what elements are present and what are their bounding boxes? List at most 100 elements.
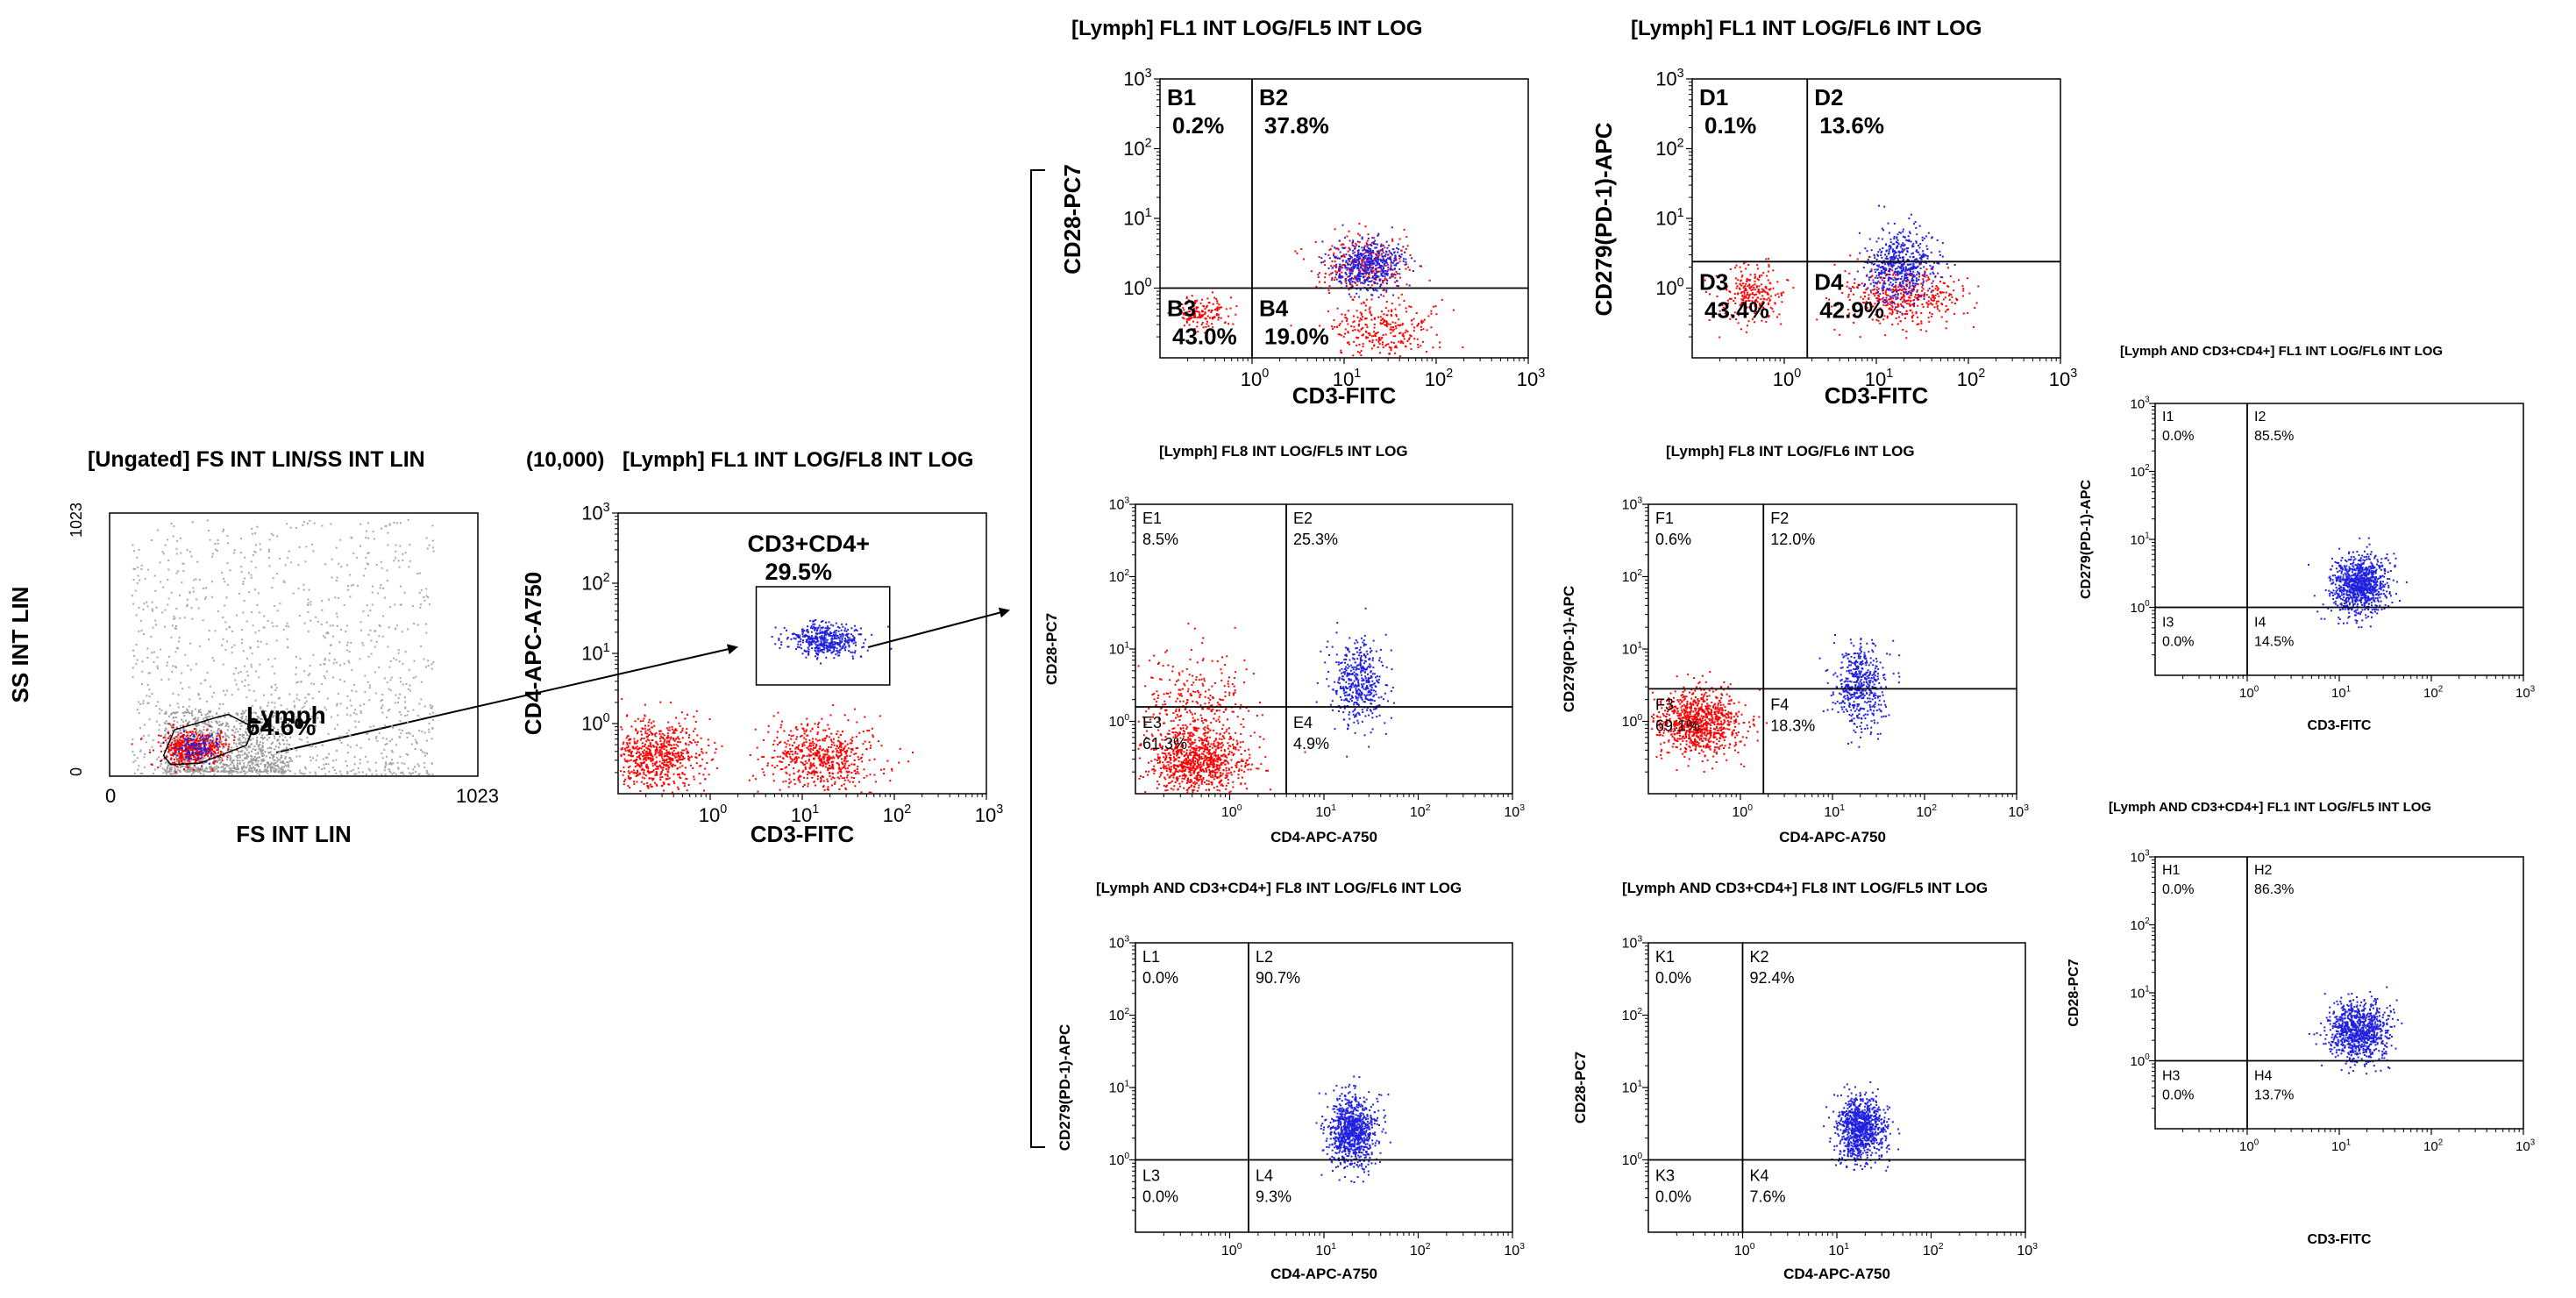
event-point xyxy=(831,764,834,767)
event-point xyxy=(653,745,656,748)
event-point xyxy=(802,785,804,788)
event-point xyxy=(348,734,351,737)
event-point xyxy=(667,767,670,768)
event-point xyxy=(383,677,386,680)
event-point xyxy=(838,770,841,773)
event-point xyxy=(191,714,194,717)
panels-bracket xyxy=(1030,169,1045,1148)
event-point xyxy=(156,656,159,659)
event-point xyxy=(172,535,174,538)
event-point xyxy=(1207,324,1210,327)
event-point xyxy=(805,638,808,641)
event-point xyxy=(210,735,212,738)
event-point xyxy=(667,764,670,767)
event-point xyxy=(147,568,150,571)
event-point xyxy=(766,762,769,765)
event-point xyxy=(677,788,680,790)
event-point xyxy=(838,777,841,780)
event-point xyxy=(144,766,146,768)
event-point xyxy=(255,768,258,771)
event-point xyxy=(167,765,170,767)
event-point xyxy=(277,697,280,700)
event-point xyxy=(140,568,143,570)
event-point xyxy=(672,752,673,755)
event-point xyxy=(179,766,181,768)
event-point xyxy=(800,638,802,640)
event-point xyxy=(195,724,197,726)
event-point xyxy=(260,640,262,643)
event-point xyxy=(185,744,188,746)
event-point xyxy=(171,738,174,741)
event-point xyxy=(335,580,338,581)
event-point xyxy=(849,742,851,745)
event-point xyxy=(226,735,229,738)
y-axis-title: CD4-APC-A750 xyxy=(520,572,546,735)
event-point xyxy=(835,631,837,634)
event-point xyxy=(833,648,835,651)
event-point xyxy=(191,747,194,750)
event-point xyxy=(333,659,336,661)
event-point xyxy=(157,767,160,769)
event-point xyxy=(217,767,220,769)
event-point xyxy=(678,722,680,724)
event-point xyxy=(224,738,227,741)
event-point xyxy=(355,773,358,775)
event-point xyxy=(208,748,210,751)
event-point xyxy=(370,639,373,642)
event-point xyxy=(1193,303,1196,305)
event-point xyxy=(185,753,187,756)
event-point xyxy=(798,646,801,648)
event-point xyxy=(837,736,840,738)
event-point xyxy=(226,759,228,760)
event-point xyxy=(258,766,260,768)
event-point xyxy=(1370,280,1373,282)
event-point xyxy=(623,783,625,786)
event-point xyxy=(828,758,829,760)
event-point xyxy=(425,595,428,597)
event-point xyxy=(174,762,177,765)
event-point xyxy=(854,785,857,788)
event-point xyxy=(843,630,846,632)
event-point xyxy=(1385,278,1388,281)
event-point xyxy=(1368,275,1370,278)
event-point xyxy=(808,645,811,647)
event-point xyxy=(170,743,173,745)
event-point xyxy=(283,762,286,765)
event-point xyxy=(226,689,229,692)
event-point xyxy=(245,710,247,712)
event-point xyxy=(244,556,246,559)
event-point xyxy=(824,763,827,766)
event-point xyxy=(836,762,839,765)
event-point xyxy=(189,760,191,763)
event-point xyxy=(776,731,779,733)
event-point xyxy=(355,713,358,716)
event-point xyxy=(809,745,812,747)
event-point xyxy=(630,738,632,740)
event-point xyxy=(661,751,663,753)
event-point xyxy=(369,629,372,631)
event-point xyxy=(853,763,856,766)
event-point xyxy=(385,763,388,766)
event-point xyxy=(213,774,216,776)
event-point xyxy=(817,757,820,760)
event-point xyxy=(1378,254,1381,257)
event-point xyxy=(771,756,773,759)
event-point xyxy=(1378,250,1381,253)
event-point xyxy=(419,606,422,609)
event-point xyxy=(1360,260,1363,262)
event-point xyxy=(814,747,816,749)
event-point xyxy=(288,766,290,768)
event-point xyxy=(411,735,414,737)
event-point xyxy=(844,787,847,789)
event-point xyxy=(263,724,266,726)
event-point xyxy=(198,768,201,771)
event-point xyxy=(1337,269,1340,272)
event-point xyxy=(267,726,270,729)
event-point xyxy=(835,642,836,644)
event-point xyxy=(167,737,169,739)
event-point xyxy=(857,759,860,760)
event-point xyxy=(179,770,181,773)
event-point xyxy=(302,588,305,591)
event-point xyxy=(1356,244,1358,246)
event-point xyxy=(1331,245,1334,247)
